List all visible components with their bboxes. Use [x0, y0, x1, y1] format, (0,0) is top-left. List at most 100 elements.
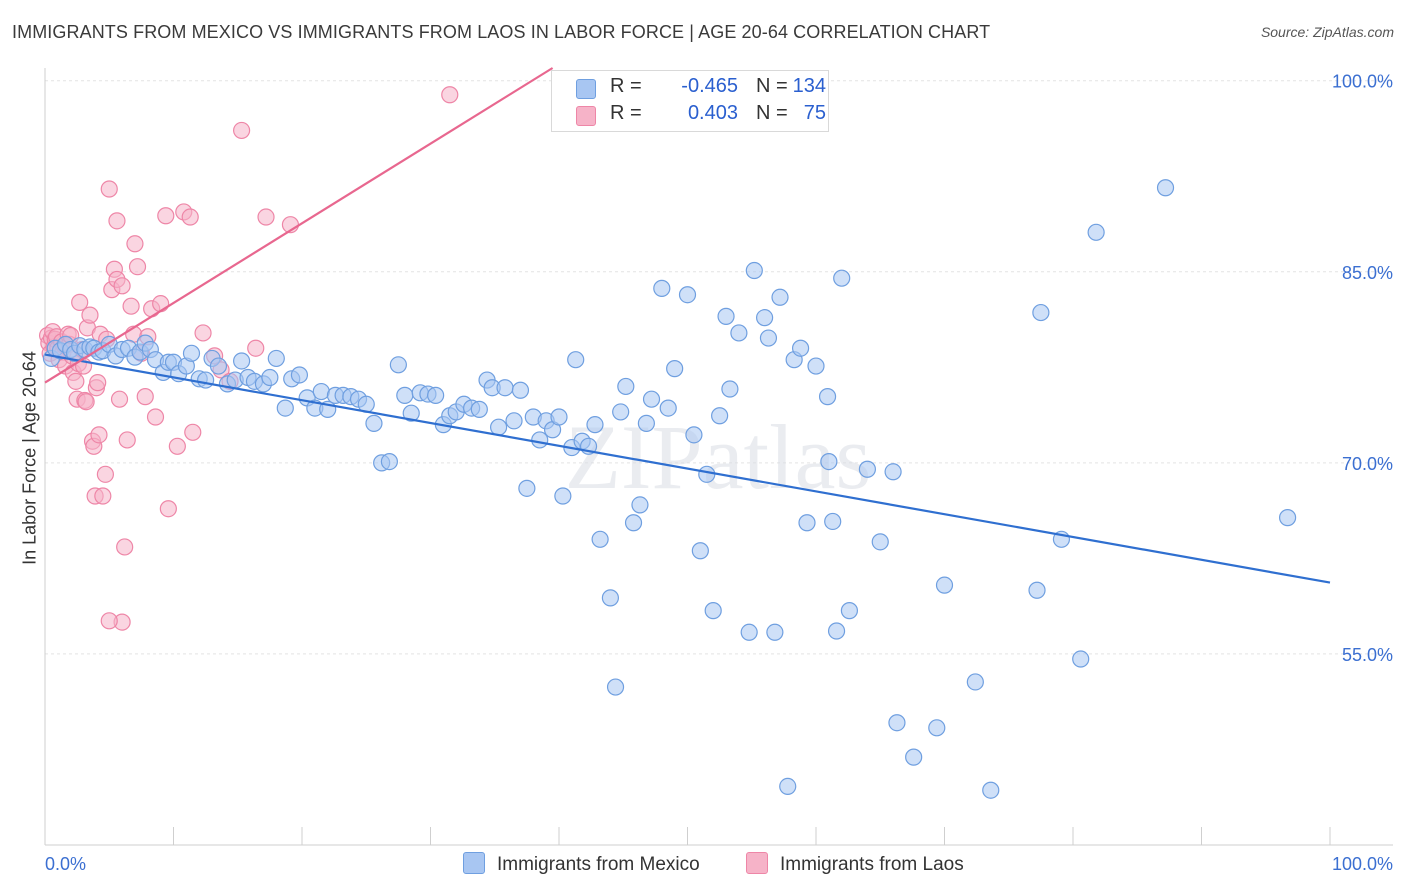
data-point-mexico — [791, 339, 810, 357]
data-point-laos — [67, 372, 85, 390]
data-point-mexico — [730, 324, 748, 342]
data-point-laos — [136, 388, 154, 406]
data-point-laos — [146, 408, 165, 426]
data-point-mexico — [824, 512, 842, 531]
data-point-mexico — [606, 678, 625, 696]
data-point-laos — [122, 297, 140, 315]
data-point-laos — [90, 426, 108, 444]
data-point-mexico — [820, 452, 838, 471]
legend-r-value: 0.403 — [687, 102, 738, 124]
data-point-mexico — [982, 781, 1000, 799]
data-point-laos — [168, 437, 186, 455]
data-point-mexico — [966, 673, 984, 691]
data-point-mexico — [591, 530, 609, 548]
data-point-laos — [71, 293, 89, 311]
chart-title: IMMIGRANTS FROM MEXICO VS IMMIGRANTS FRO… — [12, 22, 991, 42]
trend-line-mexico — [44, 353, 1331, 584]
data-point-mexico — [380, 452, 398, 471]
data-point-mexico — [550, 408, 568, 426]
data-point-mexico — [554, 487, 572, 505]
data-point-laos — [257, 208, 275, 226]
data-point-mexico — [818, 388, 837, 406]
legend-swatch-laos — [576, 106, 596, 126]
bottom-legend-mexico: Immigrants from Mexico — [463, 852, 700, 876]
correlation-legend: R = -0.465 N = 134 R = 0.403 N = 75 — [551, 70, 829, 132]
data-point-mexico — [858, 460, 877, 478]
y-tick-label: 70.0% — [1342, 454, 1393, 474]
data-point-mexico — [505, 412, 523, 430]
tick-labels: 55.0% 70.0% 85.0% 100.0% 0.0% 100.0% — [45, 72, 1393, 874]
data-point-mexico — [496, 379, 514, 397]
data-point-mexico — [312, 382, 330, 401]
legend-r-label: R = — [610, 102, 642, 124]
data-point-mexico — [766, 623, 784, 641]
data-point-mexico — [704, 602, 722, 620]
data-point-mexico — [833, 269, 851, 287]
data-point-mexico — [935, 576, 954, 594]
data-point-mexico — [389, 356, 407, 374]
data-point-laos — [89, 374, 107, 392]
source-label: Source: ZipAtlas.com — [1260, 24, 1394, 40]
legend-n-label: N = — [756, 102, 788, 124]
data-point-laos — [110, 390, 129, 408]
data-point-mexico — [276, 399, 294, 417]
data-point-laos — [96, 465, 114, 483]
legend-r-label: R = — [610, 75, 642, 97]
data-point-mexico — [717, 307, 735, 325]
data-point-mexico — [771, 288, 789, 306]
bottom-legend-swatch-mexico — [463, 852, 485, 874]
y-tick-label: 55.0% — [1342, 645, 1393, 665]
data-point-mexico — [871, 533, 889, 551]
data-point-mexico — [396, 386, 414, 404]
data-point-laos — [184, 423, 202, 441]
data-point-mexico — [740, 623, 758, 641]
data-point-mexico — [518, 479, 536, 497]
data-point-mexico — [840, 602, 859, 620]
data-point-mexico — [267, 349, 285, 368]
data-point-mexico — [567, 351, 585, 369]
trend-line-laos — [44, 67, 554, 384]
legend-n-value: 134 — [792, 75, 826, 97]
data-point-laos — [113, 277, 131, 295]
y-axis-title: In Labor Force | Age 20-64 — [19, 351, 40, 565]
data-point-mexico — [642, 390, 661, 408]
data-point-mexico — [678, 286, 697, 304]
series-mexico-points — [42, 179, 1297, 799]
data-point-mexico — [666, 360, 684, 378]
bottom-legend-laos: Immigrants from Laos — [746, 852, 964, 876]
legend-n-value: 75 — [803, 102, 826, 124]
data-point-laos — [94, 487, 112, 505]
data-point-mexico — [601, 589, 620, 607]
data-point-mexico — [1028, 581, 1046, 599]
bottom-legend-label-laos: Immigrants from Laos — [780, 854, 964, 875]
data-point-mexico — [745, 261, 763, 280]
data-point-laos — [157, 207, 175, 225]
data-point-mexico — [617, 377, 635, 396]
data-point-laos — [126, 235, 144, 253]
data-point-mexico — [928, 719, 946, 737]
data-point-mexico — [182, 344, 201, 362]
data-point-laos — [77, 393, 95, 411]
data-point-mexico — [798, 514, 816, 532]
bottom-legend-swatch-laos — [746, 852, 768, 874]
data-point-laos — [100, 612, 118, 630]
trend-lines — [44, 67, 1331, 584]
bottom-legend-label-mexico: Immigrants from Mexico — [497, 854, 700, 875]
data-point-mexico — [612, 403, 630, 421]
x-tick-label: 100.0% — [1332, 854, 1393, 874]
data-point-mexico — [233, 352, 251, 370]
data-point-mexico — [905, 748, 923, 766]
data-point-mexico — [888, 714, 906, 732]
data-point-mexico — [1087, 223, 1105, 241]
data-point-laos — [441, 86, 459, 104]
data-point-mexico — [685, 426, 703, 444]
data-point-mexico — [884, 463, 902, 481]
data-point-mexico — [1156, 179, 1175, 197]
data-point-mexico — [659, 399, 677, 417]
data-point-mexico — [1072, 650, 1090, 668]
data-point-laos — [116, 538, 134, 556]
data-point-mexico — [807, 357, 825, 375]
data-point-laos — [159, 500, 177, 518]
data-point-mexico — [1278, 509, 1297, 527]
